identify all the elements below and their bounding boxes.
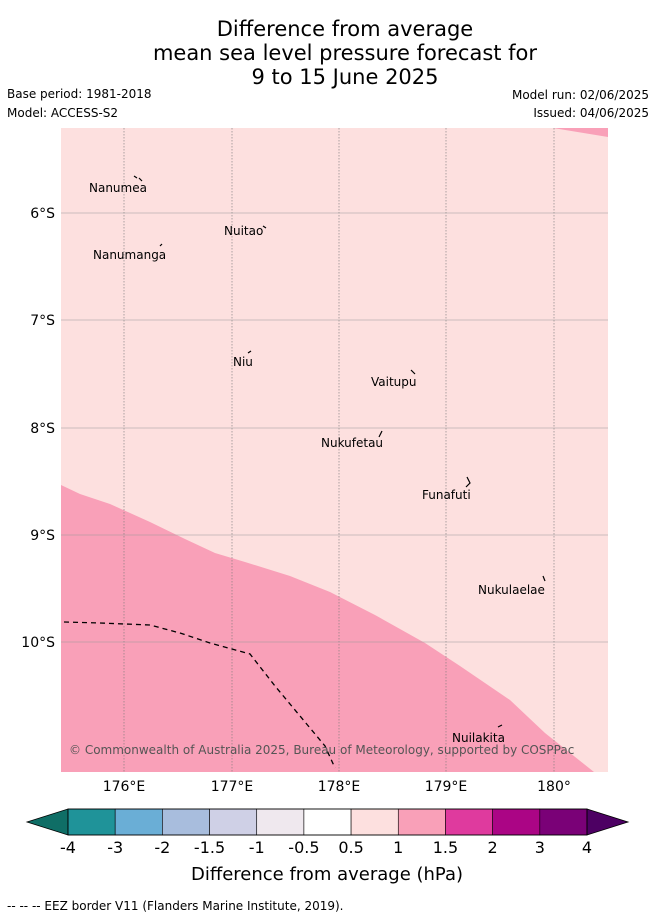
colorbar-tick-label: -1 <box>249 838 265 857</box>
island-nukufetau <box>378 430 383 438</box>
title-line-1: Difference from average <box>216 17 474 41</box>
issued-date: Issued: 04/06/2025 <box>533 106 649 120</box>
lon-tick-label: 180° <box>537 779 571 795</box>
forecast-map: Nanumea Nuitao Nanumanga Niu Vaitupu Nuk… <box>21 128 630 885</box>
island-niu <box>247 350 252 354</box>
colorbar-high-arrow <box>586 808 630 836</box>
island-nuitao <box>262 225 267 229</box>
colorbar-segment <box>303 808 352 836</box>
place-label-nukufetau: Nukufetau <box>321 436 383 450</box>
island-funafuti <box>465 476 471 488</box>
colorbar-tick-label: 0.5 <box>338 838 363 857</box>
islands <box>133 175 546 728</box>
base-period: Base period: 1981-2018 <box>7 87 152 101</box>
lon-tick-label: 176°E <box>103 779 146 795</box>
place-label-nuitao: Nuitao <box>224 224 263 238</box>
eez-border <box>63 621 336 769</box>
anomaly-field-top-corner <box>553 128 608 137</box>
colorbar-tick-label: 1.5 <box>433 838 458 857</box>
colorbar-segment <box>67 808 116 836</box>
eez-legend-note: -- -- -- EEZ border V11 (Flanders Marine… <box>7 899 344 913</box>
island-nukulaelae <box>542 575 546 582</box>
colorbar-segment <box>209 808 258 836</box>
colorbar-segment <box>492 808 541 836</box>
colorbar-tick-label: -2 <box>154 838 170 857</box>
lat-tick-label: 7°S <box>30 313 55 329</box>
anomaly-field-dark <box>61 485 594 772</box>
place-label-niu: Niu <box>233 355 253 369</box>
colorbar-segment <box>397 808 446 836</box>
place-label-nanumanga: Nanumanga <box>93 248 166 262</box>
colorbar-tick-label: -3 <box>107 838 123 857</box>
place-label-nuilakita: Nuilakita <box>452 731 505 745</box>
lat-tick-label: 8°S <box>30 421 55 437</box>
graticule-lat <box>61 212 608 643</box>
model-run: Model run: 02/06/2025 <box>511 88 649 102</box>
lon-tick-label: 178°E <box>318 779 361 795</box>
colorbar-tick-label: 1 <box>393 838 403 857</box>
lat-tick-label: 6°S <box>30 206 55 222</box>
island-nuilakita <box>497 724 503 728</box>
colorbar-segment <box>256 808 305 836</box>
place-label-funafuti: Funafuti <box>422 488 471 502</box>
colorbar-segment <box>350 808 399 836</box>
lat-tick-label: 9°S <box>30 528 55 544</box>
colorbar-frame <box>67 808 588 836</box>
colorbar-segment <box>445 808 493 836</box>
colorbar-segment <box>114 808 163 836</box>
island-nanumea <box>133 175 143 182</box>
colorbar-tick-label: -0.5 <box>288 838 319 857</box>
graticule <box>123 128 555 772</box>
colorbar-low-arrow <box>25 808 69 836</box>
colorbar-tick-label: -1.5 <box>194 838 225 857</box>
copyright-notice: © Commonwealth of Australia 2025, Bureau… <box>69 743 574 757</box>
colorbar-tick-label: -4 <box>60 838 76 857</box>
colorbar <box>25 808 630 836</box>
island-nanumanga <box>159 243 163 247</box>
colorbar-tick-label: 4 <box>582 838 592 857</box>
place-label-vaitupu: Vaitupu <box>371 375 417 389</box>
lat-tick-label: 10°S <box>21 635 55 651</box>
place-label-nukulaelae: Nukulaelae <box>478 583 545 597</box>
lon-tick-label: 177°E <box>211 779 254 795</box>
colorbar-title: Difference from average (hPa) <box>191 864 463 885</box>
island-vaitupu <box>410 369 416 375</box>
model-name: Model: ACCESS-S2 <box>7 106 119 120</box>
title-line-2: mean sea level pressure forecast for <box>152 41 538 65</box>
title-line-3: 9 to 15 June 2025 <box>251 65 439 89</box>
lon-tick-label: 179°E <box>425 779 468 795</box>
colorbar-tick-label: 2 <box>488 838 498 857</box>
colorbar-segment <box>162 808 210 836</box>
colorbar-tick-label: 3 <box>535 838 545 857</box>
colorbar-segment <box>539 808 588 836</box>
place-label-nanumea: Nanumea <box>89 181 147 195</box>
